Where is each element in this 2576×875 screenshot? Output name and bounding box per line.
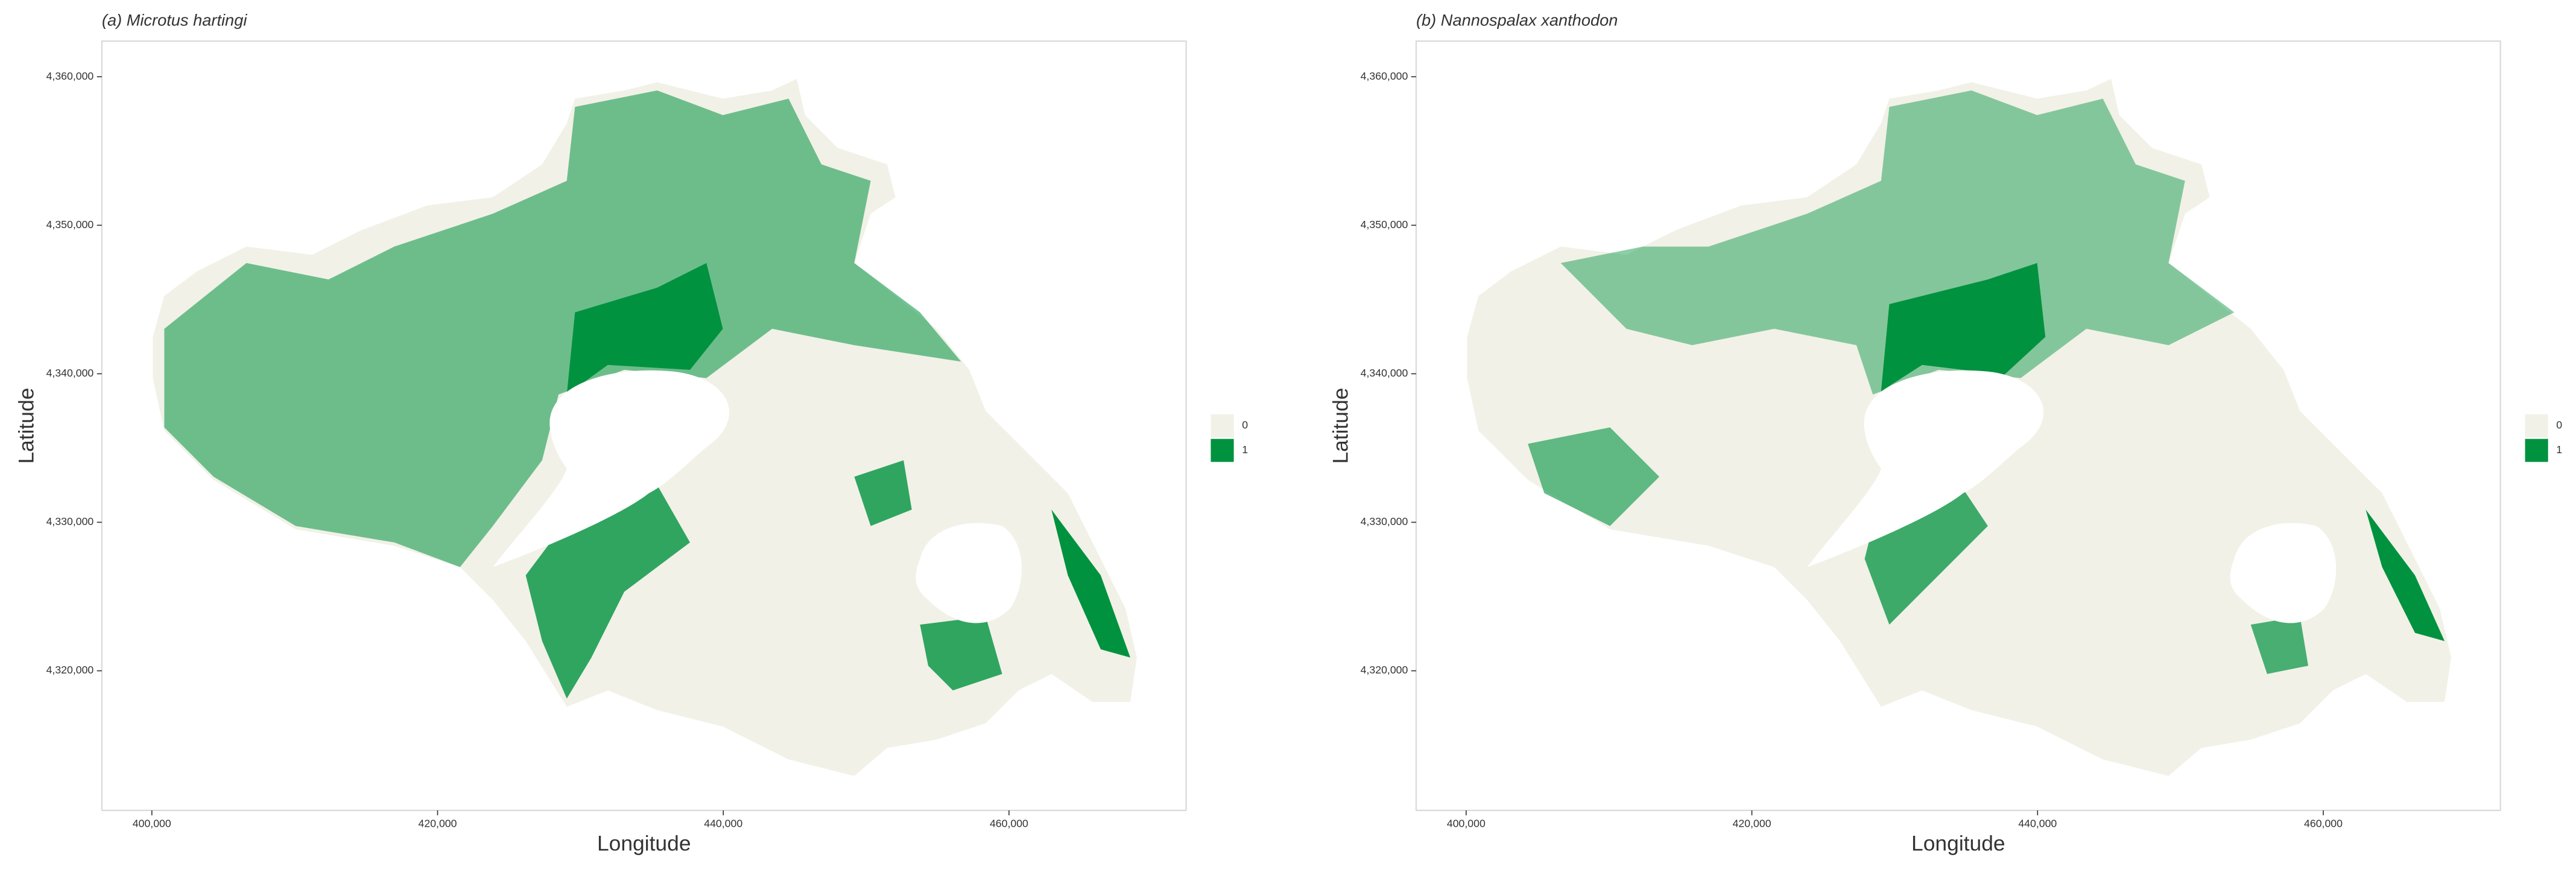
map-panel: (b) Nannospalax xanthodon 400,000 420,000 4… <box>1329 11 2563 856</box>
x-tick-label: 440,000 <box>704 818 742 830</box>
y-tick-label: 4,330,000 <box>1361 515 1408 527</box>
x-axis-label: Longitude <box>1911 831 2005 855</box>
legend-label: 0 <box>1242 419 1248 431</box>
x-tick-label: 460,000 <box>990 818 1028 830</box>
x-tick-label: 400,000 <box>133 818 171 830</box>
y-tick-label: 4,350,000 <box>1361 218 1408 231</box>
x-tick-label: 400,000 <box>1447 818 1486 830</box>
y-tick-label: 4,320,000 <box>46 664 94 676</box>
legend-key <box>2525 439 2548 462</box>
y-tick-label: 4,340,000 <box>46 367 94 379</box>
x-axis-label: Longitude <box>597 831 691 855</box>
x-tick-label: 440,000 <box>2018 818 2057 830</box>
legend-key <box>1210 439 1234 462</box>
legend-label: 1 <box>2556 444 2562 456</box>
y-tick-label: 4,330,000 <box>46 515 94 527</box>
y-tick-label: 4,320,000 <box>1361 664 1408 676</box>
y-axis-label: Latitude <box>1329 388 1353 464</box>
panel-title: (a) Microtus hartingi <box>102 11 247 30</box>
legend-key <box>2525 414 2548 438</box>
x-tick-label: 460,000 <box>2304 818 2343 830</box>
x-tick-label: 420,000 <box>419 818 457 830</box>
panel-title: (b) Nannospalax xanthodon <box>1416 11 1618 30</box>
legend-label: 1 <box>1242 444 1248 456</box>
y-tick-label: 4,340,000 <box>1361 367 1408 379</box>
y-tick-label: 4,360,000 <box>1361 70 1408 82</box>
legend-label: 0 <box>2556 419 2562 431</box>
map-panel: (a) Microtus hartingi 400,000 420,000 440,0… <box>14 11 1248 856</box>
legend-key <box>1210 414 1234 438</box>
y-axis-label: Latitude <box>14 388 39 464</box>
y-tick-label: 4,360,000 <box>46 70 94 82</box>
y-tick-label: 4,350,000 <box>46 218 94 231</box>
x-tick-label: 420,000 <box>1733 818 1771 830</box>
